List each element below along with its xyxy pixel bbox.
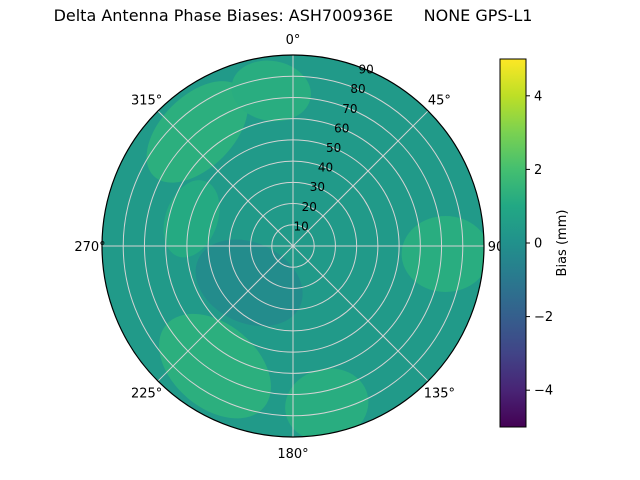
contour-patch (231, 60, 311, 122)
radial-tick-label: 90 (358, 63, 373, 77)
contour-patch (285, 368, 369, 437)
radial-tick-label: 70 (342, 102, 357, 116)
colorbar (499, 58, 527, 428)
colorbar-tick-label: 2 (534, 163, 542, 178)
radial-tick-label: 40 (318, 161, 333, 175)
polar-spoke-gridline (157, 245, 294, 382)
angular-tick-label: 180° (277, 447, 308, 462)
contour-patch (195, 239, 303, 327)
angular-tick-label: 135° (424, 386, 455, 401)
colorbar-tick-label: −4 (534, 384, 553, 399)
polar-spoke-gridline (292, 245, 429, 382)
plot-outline (101, 54, 485, 438)
polar-spoke-gridline (157, 110, 294, 247)
radial-tick-label: 30 (310, 180, 325, 194)
radial-tick-label: 50 (326, 141, 341, 155)
polar-spoke-gridline (292, 110, 429, 247)
angular-tick-label: 225° (131, 386, 162, 401)
angular-tick-label: 0° (286, 33, 301, 48)
angular-tick-label: 45° (428, 94, 451, 109)
colorbar-tick-label: 0 (534, 237, 542, 252)
radial-tick-label: 80 (350, 82, 365, 96)
colorbar-tick-label: −2 (534, 310, 553, 325)
radial-tick-label: 10 (293, 219, 308, 233)
angular-tick-label: 270° (74, 240, 105, 255)
contour-patch (401, 215, 484, 292)
radial-tick-label: 20 (302, 200, 317, 214)
radial-tick-label: 60 (334, 121, 349, 135)
contour-patch (163, 180, 220, 258)
colorbar-label: Bias (mm) (555, 210, 570, 277)
chart-title: Delta Antenna Phase Biases: ASH700936E N… (53, 6, 533, 25)
colorbar-tick-label: 4 (534, 89, 542, 104)
angular-tick-label: 315° (131, 94, 162, 109)
